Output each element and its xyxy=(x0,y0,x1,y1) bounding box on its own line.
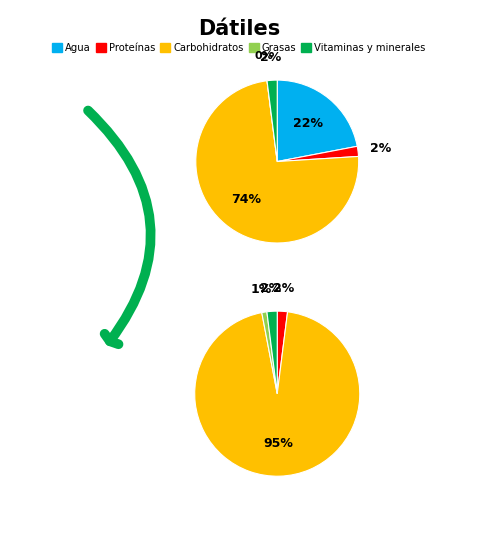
Text: 2%: 2% xyxy=(273,282,294,295)
Text: 2%: 2% xyxy=(260,282,281,295)
Wedge shape xyxy=(277,146,358,162)
Text: 95%: 95% xyxy=(264,437,294,450)
Text: Dátiles: Dátiles xyxy=(198,19,280,39)
Wedge shape xyxy=(267,80,277,162)
Text: 1%: 1% xyxy=(250,283,272,296)
Wedge shape xyxy=(196,81,358,243)
Legend: Agua, Proteínas, Carbohidratos, Grasas, Vitaminas y minerales: Agua, Proteínas, Carbohidratos, Grasas, … xyxy=(48,39,430,56)
Text: 2%: 2% xyxy=(370,142,391,155)
Wedge shape xyxy=(267,311,277,394)
Wedge shape xyxy=(277,311,288,394)
Wedge shape xyxy=(277,80,357,162)
Wedge shape xyxy=(262,312,277,394)
Text: 0%: 0% xyxy=(255,52,273,61)
Text: 74%: 74% xyxy=(231,193,261,206)
Wedge shape xyxy=(195,312,360,476)
Text: 22%: 22% xyxy=(293,117,324,130)
Text: 2%: 2% xyxy=(260,51,282,64)
Wedge shape xyxy=(267,81,277,162)
